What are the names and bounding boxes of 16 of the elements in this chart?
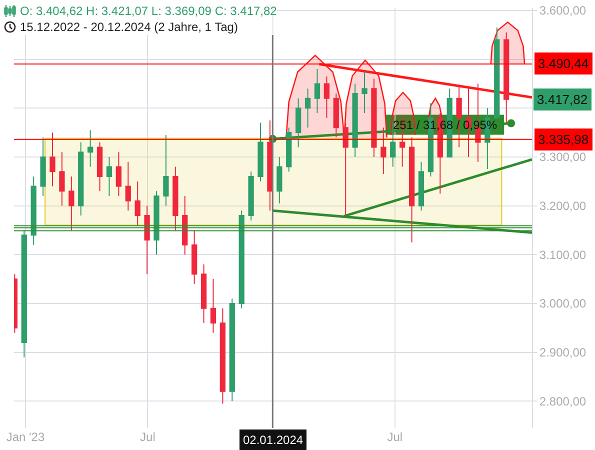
chart-title: O: 3.404,62 H: 3.421,07 L: 3.369,09 C: 3.417,82 xyxy=(20,3,277,19)
y-tick-label: 3.100,00 xyxy=(539,248,586,262)
y-tick-label: 2.800,00 xyxy=(539,394,586,408)
y-tick-label: 2.900,00 xyxy=(539,346,586,360)
x-tick-label: Jul xyxy=(387,430,403,444)
annotation: 3.417,82 xyxy=(537,92,588,107)
x-tick-label: Jul xyxy=(140,430,156,444)
ref-line-label: 3.335,98 xyxy=(538,132,589,147)
y-tick-label: 3.200,00 xyxy=(539,198,586,213)
text: 15.12.2022 - 20.12.2024 (2 Jahre, 1 Tag) xyxy=(20,19,238,35)
x-tick-label: Jan '23 xyxy=(6,430,45,444)
y-tick-label: 3.600,00 xyxy=(539,4,586,18)
ref-line-label: 02.01.2024 xyxy=(243,433,304,447)
y-tick-label: 3.300,00 xyxy=(539,150,586,164)
ref-line-label: 3.490,44 xyxy=(538,56,589,71)
y-tick-label: 3.000,00 xyxy=(539,296,586,311)
